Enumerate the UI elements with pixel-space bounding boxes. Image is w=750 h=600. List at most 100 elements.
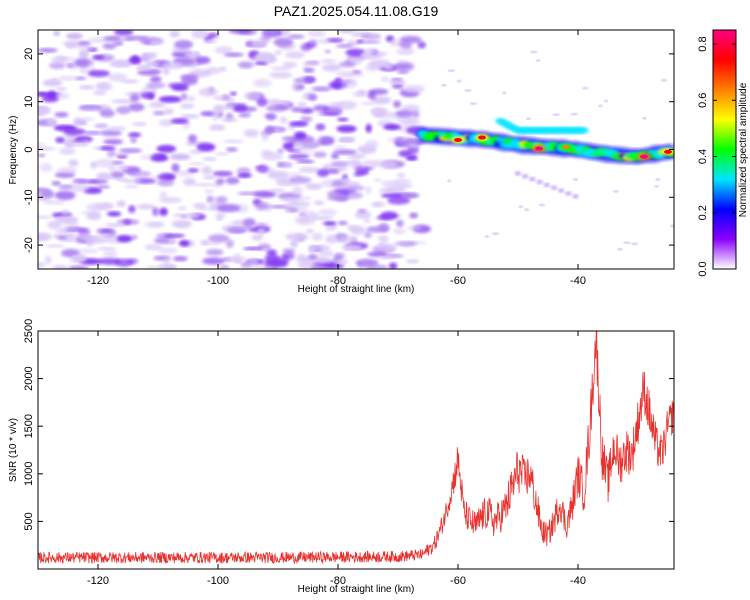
noise-blob <box>228 30 252 35</box>
snr-y-tick-label: 1000 <box>23 462 35 486</box>
noise-blob <box>158 119 174 127</box>
noise-blob <box>75 76 87 81</box>
noise-blob <box>310 265 330 269</box>
noise-blob <box>261 151 283 161</box>
noise-blob <box>63 40 84 47</box>
noise-blob <box>100 146 116 151</box>
faint-blob <box>654 184 659 188</box>
faint-blob <box>502 91 507 95</box>
noise-blob <box>367 251 387 257</box>
secondary-branch-blob <box>579 127 589 134</box>
noise-blob <box>95 82 109 90</box>
noise-blob <box>371 201 385 208</box>
noise-blob <box>146 82 166 89</box>
noise-blob <box>172 256 188 262</box>
noise-blob <box>53 30 61 37</box>
snr-plot-area <box>38 331 674 569</box>
noise-blob <box>393 100 402 108</box>
faint-blob <box>630 242 639 246</box>
noise-blob <box>79 106 102 112</box>
noise-blob <box>113 40 124 46</box>
spectrogram-x-axis: -120 -100 -80 -60 -40 <box>87 30 586 287</box>
noise-blob <box>307 30 327 38</box>
noise-blob <box>202 257 225 265</box>
noise-blob <box>51 76 58 84</box>
noise-blob <box>78 117 95 121</box>
lower-tail-blob <box>551 185 557 190</box>
noise-blob <box>140 92 155 99</box>
noise-blob <box>78 248 99 254</box>
noise-blob <box>316 168 330 177</box>
noise-blob <box>318 112 341 116</box>
noise-blob <box>391 83 404 89</box>
colorbar-tick-label: 0.8 <box>697 36 709 51</box>
snr-y-axis: 500 1000 1500 2000 2500 <box>23 319 674 531</box>
noise-blob <box>322 63 341 72</box>
noise-blob <box>121 79 139 84</box>
noise-blob <box>219 264 230 269</box>
noise-blob <box>123 179 142 184</box>
noise-blob <box>38 262 46 268</box>
noise-blob <box>158 95 182 103</box>
spectrogram-xlabel: Height of straight line (km) <box>298 284 415 295</box>
noise-blob <box>269 171 278 176</box>
noise-blob <box>380 76 389 82</box>
snr-y-tick-label: 2000 <box>23 366 35 390</box>
noise-blob <box>376 241 387 249</box>
noise-blob <box>213 152 231 156</box>
noise-blob <box>41 94 60 103</box>
faint-blob <box>660 78 668 82</box>
noise-blob <box>86 203 104 212</box>
noise-blob <box>373 178 382 182</box>
noise-blob <box>276 161 293 168</box>
noise-blob <box>87 179 109 185</box>
noise-blob <box>380 211 398 220</box>
lower-tail-blob <box>522 174 529 179</box>
noise-blob <box>93 90 106 96</box>
noise-blob <box>369 59 392 69</box>
noise-blob <box>292 82 305 92</box>
noise-blob <box>251 234 264 241</box>
noise-blob <box>111 152 132 156</box>
spectrogram-y-axis: -20 -10 0 10 20 <box>23 48 674 253</box>
noise-blob <box>317 250 334 258</box>
faint-blob <box>529 50 538 54</box>
noise-blob <box>305 183 323 190</box>
noise-blob <box>247 257 259 267</box>
noise-blob <box>171 85 189 92</box>
noise-blob <box>136 65 153 71</box>
noise-blob <box>44 255 52 265</box>
noise-blob <box>335 79 353 83</box>
noise-blob <box>308 94 318 101</box>
noise-blob <box>111 99 135 104</box>
noise-blob <box>38 47 58 53</box>
noise-blob <box>187 168 200 173</box>
noise-blob <box>288 153 310 160</box>
colorbar-ticks: 0.0 0.2 0.4 0.6 0.8 <box>697 36 736 277</box>
noise-blob <box>218 104 234 111</box>
noise-blob <box>205 248 224 256</box>
noise-blob <box>308 245 316 253</box>
peak-marker <box>478 135 486 140</box>
noise-blob <box>58 225 78 230</box>
noise-blob <box>376 256 395 260</box>
noise-blob <box>401 117 421 126</box>
noise-blob <box>293 131 307 140</box>
figure-title: PAZ1.2025.054.11.08.G19 <box>274 3 439 19</box>
noise-blob <box>236 167 251 175</box>
faint-blob <box>572 177 579 181</box>
faint-blob <box>617 247 623 251</box>
noise-blob <box>52 265 69 269</box>
noise-blob <box>365 48 378 55</box>
noise-blob <box>200 242 220 246</box>
noise-blob <box>198 87 219 97</box>
noise-blob <box>364 139 379 149</box>
noise-blob <box>216 203 241 213</box>
noise-blob <box>287 200 299 205</box>
noise-blob <box>40 191 55 198</box>
noise-blob <box>118 148 143 153</box>
noise-blob <box>162 174 176 180</box>
noise-blob <box>285 207 298 213</box>
noise-blob <box>398 150 412 158</box>
snr-ylabel: SNR (10 * v/v) <box>8 418 19 482</box>
